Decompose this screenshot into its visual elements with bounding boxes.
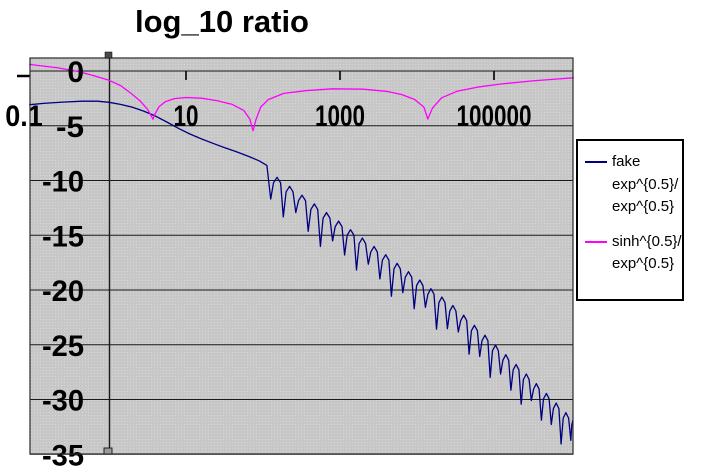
y-tick-label: -20: [42, 275, 84, 308]
y-tick-label: -35: [42, 439, 84, 472]
x-ticks-group: [185, 71, 495, 80]
legend-item-label-line: fake: [612, 153, 641, 170]
y-tick-label: -30: [42, 385, 84, 418]
legend-item-label-line: exp^{0.5}/: [612, 175, 679, 193]
y-tick-label: -10: [42, 166, 84, 199]
y-tick-label: 0: [67, 56, 84, 89]
series-fake-line: [29, 100, 574, 445]
series-sinh-line: [29, 63, 574, 132]
x-tick-label: 100000: [457, 100, 532, 133]
x-tick-label: 0.1: [5, 100, 43, 133]
legend-item-label-line: sinh^{0.5}/: [612, 232, 682, 250]
legend-entry: fake exp^{0.5}/ exp^{0.5}: [585, 151, 682, 219]
chart-title: log_10 ratio: [135, 4, 309, 39]
y-tick-label: -5: [56, 111, 84, 144]
tick-labels-group: 0 -5 -10 -15 -20 -25 -30 -35 0.1 10 1000 100000: [5, 56, 531, 472]
plot-frame: [29, 57, 574, 455]
legend-item-label-line: exp^{0.5}: [612, 255, 675, 272]
legend-item-label-line: exp^{0.5}: [612, 198, 675, 215]
series-group: [29, 63, 574, 445]
y-tick-label: -25: [42, 330, 84, 363]
x-tick-label: 1000: [315, 100, 365, 133]
legend-item-label: fake exp^{0.5}/ exp^{0.5}: [612, 151, 678, 219]
legend-sample-sinh-line: [585, 240, 607, 243]
selection-handle-bottom[interactable]: [103, 447, 113, 455]
legend-sample-fake-line: [585, 161, 607, 163]
legend-item-label: sinh^{0.5}/ exp^{0.5}: [612, 231, 682, 276]
legend-entry: sinh^{0.5}/ exp^{0.5}: [585, 231, 682, 276]
y-tick-label: -15: [42, 220, 84, 253]
selection-handle-top[interactable]: [104, 51, 113, 59]
x-tick-label: 10: [174, 100, 199, 133]
plot-background: [30, 58, 573, 454]
legend: fake exp^{0.5}/ exp^{0.5} sinh^{0.5}/ exp^{0…: [576, 139, 684, 301]
